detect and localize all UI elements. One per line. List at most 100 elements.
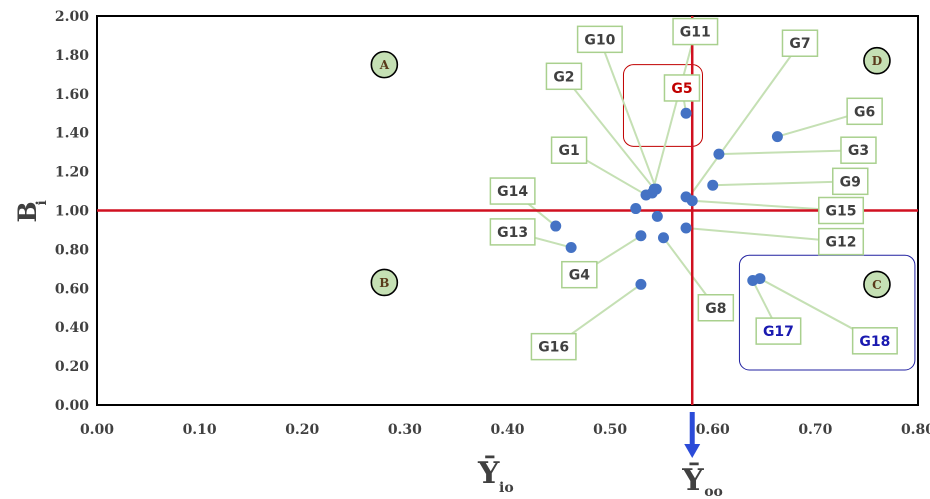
point-label: G12	[826, 235, 857, 251]
data-point	[771, 131, 783, 143]
point-label: G8	[705, 301, 726, 317]
y-tick-label: 1.60	[55, 87, 89, 103]
point-label: G11	[680, 25, 711, 41]
point-label-box	[840, 136, 877, 164]
quadrant-label: A	[379, 58, 390, 72]
data-point	[754, 273, 766, 285]
data-point	[651, 210, 663, 222]
quadrant-label: B	[379, 276, 389, 290]
point-label: G2	[553, 69, 574, 85]
point-label-box	[851, 327, 898, 355]
data-point	[713, 148, 725, 160]
point-label: G7	[789, 36, 810, 52]
y-axis-label-subscript: i	[34, 200, 50, 205]
x-tick-label: 0.00	[80, 422, 114, 438]
point-label-box	[832, 167, 869, 196]
leader-line	[718, 149, 859, 156]
quadrant-label: D	[872, 54, 882, 68]
quadrant-marker	[863, 270, 891, 299]
quadrant-marker	[370, 268, 399, 297]
y-tick-label: 2.00	[55, 9, 89, 25]
x-tick-label: 0.80	[901, 422, 930, 438]
point-label-box	[755, 317, 802, 345]
quadrant-markers-layer: A D B C	[370, 46, 891, 299]
data-point	[630, 203, 642, 215]
point-label-box	[846, 97, 883, 126]
y-tick-label: 0.20	[55, 359, 89, 375]
leader-line	[651, 31, 697, 194]
point-label-box	[818, 227, 865, 256]
point-label: G5	[671, 81, 692, 97]
leader-line	[692, 199, 842, 212]
point-label: G15	[826, 204, 857, 220]
x-tick-label: 0.60	[696, 422, 730, 438]
quadrant-marker	[370, 50, 399, 79]
point-label: G16	[538, 340, 569, 356]
x-tick-label: 0.70	[798, 422, 832, 438]
quadrant-label: C	[872, 278, 882, 292]
x-tick-label: 0.30	[388, 422, 422, 438]
point-label: G6	[854, 104, 875, 120]
point-label: G4	[569, 268, 590, 284]
data-point	[635, 230, 647, 242]
x-tick-label: 0.40	[490, 422, 524, 438]
y-tick-label: 0.00	[55, 398, 89, 414]
point-label-box	[672, 17, 719, 46]
quadrant-marker	[863, 46, 891, 75]
x-axis-label: Ȳ	[477, 455, 500, 491]
leader-line	[598, 38, 658, 190]
leader-line	[563, 75, 656, 190]
data-point	[565, 241, 577, 253]
point-label-box	[818, 196, 865, 225]
data-point	[635, 278, 647, 290]
point-label: G18	[859, 334, 890, 350]
data-point	[657, 232, 669, 244]
point-label: G9	[840, 174, 861, 190]
point-label: G10	[584, 32, 615, 48]
y-axis-label: B	[13, 201, 42, 222]
y-tick-label: 0.40	[55, 320, 89, 336]
y-tick-label: 0.60	[55, 281, 89, 297]
x-tick-label: 0.10	[183, 422, 217, 438]
point-label-box	[576, 25, 623, 54]
reference-line-label: Ȳ	[681, 462, 704, 498]
leader-line	[685, 227, 842, 243]
point-label: G1	[558, 143, 579, 159]
data-points-layer	[550, 107, 783, 290]
highlight-box	[622, 64, 703, 147]
y-tick-label: 1.00	[55, 204, 89, 220]
y-tick-label: 1.40	[55, 126, 89, 142]
data-point	[686, 195, 698, 207]
x-axis-tick-labels: 0.00 0.10 0.20 0.30 0.40 0.50 0.60 0.70 0.80	[80, 422, 930, 438]
reference-line-label-subscript: oo	[704, 484, 723, 499]
data-point	[680, 107, 692, 119]
arrow-head	[684, 444, 701, 458]
data-point	[550, 220, 562, 232]
x-axis-label-subscript: io	[499, 480, 514, 496]
point-label: G14	[497, 184, 528, 200]
point-label: G3	[848, 143, 869, 159]
y-tick-label: 1.20	[55, 165, 89, 181]
x-tick-label: 0.50	[593, 422, 627, 438]
point-label-box	[663, 74, 701, 102]
point-label-box	[697, 294, 735, 322]
y-axis-tick-labels: 0.00 0.20 0.40 0.60 0.80 1.00 1.20 1.40 1.60 1.80…	[55, 9, 89, 414]
point-label-box	[545, 62, 583, 91]
data-point	[707, 179, 719, 191]
leader-line	[688, 42, 801, 198]
point-label-box	[781, 29, 819, 57]
arrow-shaft	[689, 412, 695, 446]
point-label-box	[550, 136, 588, 164]
x-tick-label: 0.20	[285, 422, 319, 438]
point-label-box	[530, 332, 577, 361]
reference-lines-layer	[97, 16, 918, 405]
data-point	[680, 222, 692, 234]
point-label: G17	[763, 324, 794, 340]
point-labels-layer: G1 G2 G10 G11 G5 G7 G6 G3 G9 G15 G12 G8 G4 G14 G13 G16 G…	[489, 17, 898, 361]
y-tick-label: 1.80	[55, 48, 89, 64]
leader-line	[712, 180, 851, 187]
point-label: G13	[497, 225, 528, 241]
point-label-box	[489, 177, 536, 205]
